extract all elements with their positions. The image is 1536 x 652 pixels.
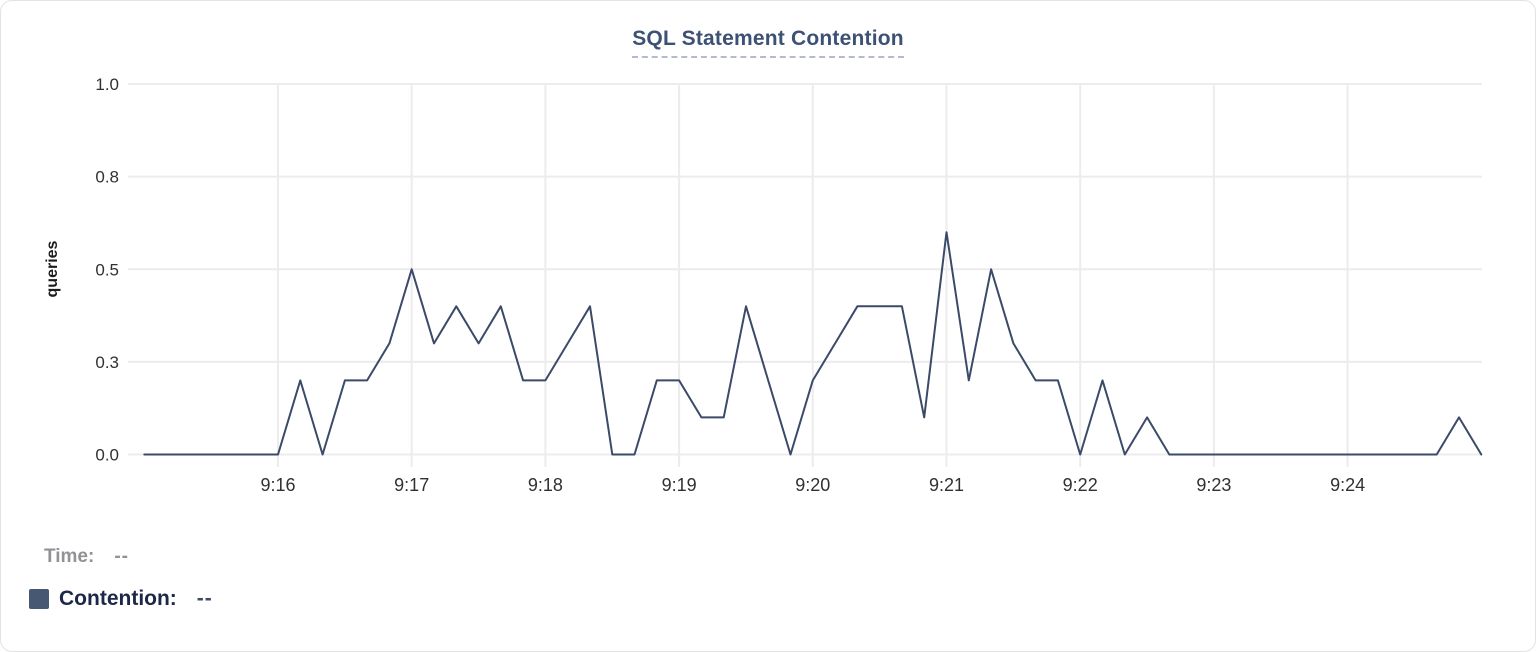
x-tick-label: 9:24 (1330, 475, 1365, 495)
y-tick-label: 0.8 (95, 168, 119, 187)
legend-time-label: Time: (44, 546, 95, 567)
legend-series-value: -- (196, 587, 213, 610)
chart-title[interactable]: SQL Statement Contention (632, 27, 904, 58)
x-tick-label: 9:22 (1063, 475, 1098, 495)
series-line-contention (143, 231, 1483, 456)
series-color-swatch (29, 589, 49, 609)
y-tick-label: 0.3 (95, 353, 119, 372)
chart-header: SQL Statement Contention (1, 27, 1535, 58)
legend-series-row: Contention: -- (29, 587, 213, 611)
legend-series-label: Contention: (59, 587, 177, 610)
x-tick-label: 9:19 (662, 475, 697, 495)
legend-time-row: Time: -- (44, 546, 129, 568)
x-tick-label: 9:18 (528, 475, 563, 495)
y-tick-label: 0.5 (95, 260, 119, 279)
y-tick-label: 1.0 (95, 75, 119, 94)
x-tick-label: 9:16 (260, 475, 295, 495)
legend-time-value: -- (114, 546, 129, 567)
contention-line-chart[interactable]: 0.0 0.3 0.5 0.8 1.0 9:16 9:17 9:18 9:19 9:20 9:21 9… (1, 1, 1536, 521)
y-tick-label: 0.0 (95, 446, 119, 465)
x-tick-label: 9:17 (394, 475, 429, 495)
x-tick-label: 9:20 (795, 475, 830, 495)
x-tick-label: 9:21 (929, 475, 964, 495)
x-tick-label: 9:23 (1196, 475, 1231, 495)
